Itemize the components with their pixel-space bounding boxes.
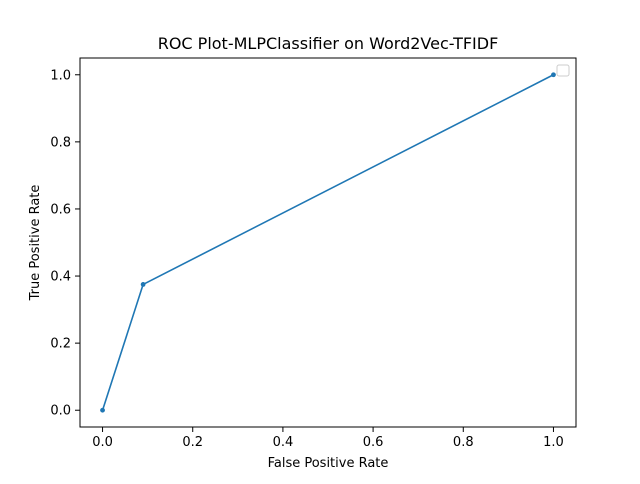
- legend-box: [556, 64, 570, 77]
- x-tick-label: 0.4: [273, 435, 294, 450]
- x-tick-label: 0.8: [453, 435, 474, 450]
- y-tick-label: 0.6: [50, 202, 71, 217]
- y-tick-label: 0.0: [50, 404, 71, 419]
- x-tick-label: 1.0: [543, 435, 564, 450]
- roc-curve-point: [551, 72, 556, 78]
- y-axis-label: True Positive Rate: [28, 185, 43, 302]
- y-ticks: 0.0 0.2 0.4 0.6 0.8 1.0: [50, 68, 80, 419]
- x-tick-label: 0.2: [182, 435, 203, 450]
- y-tick-label: 0.2: [50, 337, 71, 352]
- axes-layer: [79, 57, 577, 428]
- x-tick-label: 0.6: [363, 435, 384, 450]
- axes-frame: [79, 57, 577, 428]
- y-tick-label: 0.4: [50, 270, 71, 285]
- y-tick-label: 1.0: [50, 68, 71, 83]
- series-layer: [100, 72, 556, 413]
- x-axis-label: False Positive Rate: [268, 456, 389, 471]
- x-ticks: 0.0 0.2 0.4 0.6 0.8 1.0: [92, 427, 564, 450]
- y-tick-label: 0.8: [50, 135, 71, 150]
- x-tick-label: 0.0: [92, 435, 113, 450]
- chart-title: ROC Plot-MLPClassifier on Word2Vec-TFIDF: [158, 34, 499, 53]
- roc-curve-point: [140, 282, 146, 287]
- plot-area: [80, 58, 576, 427]
- roc-curve-point: [100, 407, 105, 413]
